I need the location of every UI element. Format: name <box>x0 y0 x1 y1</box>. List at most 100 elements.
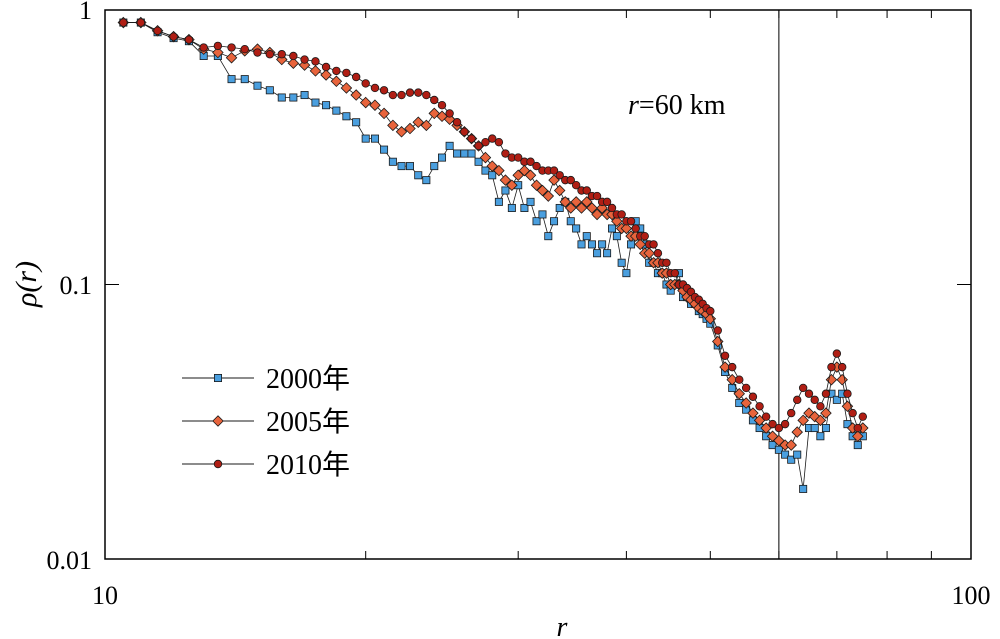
legend: 2000年 2005年 2010年 <box>182 363 350 481</box>
data-point <box>773 434 785 447</box>
data-point <box>350 89 362 101</box>
data-point <box>213 41 223 51</box>
data-point <box>611 215 623 228</box>
data-point <box>564 202 577 214</box>
data-point <box>253 81 262 90</box>
data-point <box>379 86 389 95</box>
data-point <box>761 412 771 421</box>
data-point <box>395 126 408 138</box>
data-point <box>513 153 523 162</box>
data-point <box>332 66 341 76</box>
data-point <box>169 32 178 41</box>
data-point <box>774 423 784 433</box>
data-point <box>741 383 751 393</box>
x-tick-label-10: 10 <box>92 581 118 610</box>
data-point <box>797 414 809 427</box>
data-point <box>460 127 469 136</box>
data-point <box>566 217 575 226</box>
data-point <box>821 389 831 398</box>
data-point <box>212 46 224 59</box>
data-point <box>452 118 462 127</box>
data-point <box>136 18 146 27</box>
data-point <box>814 414 827 427</box>
data-point <box>816 432 825 441</box>
annotation-r60: r=60 km <box>628 90 726 121</box>
legend-label: 2010年 <box>266 449 350 481</box>
data-point <box>582 186 591 195</box>
data-point <box>810 424 819 433</box>
data-point <box>804 389 814 398</box>
data-point <box>240 75 249 84</box>
data-point <box>265 50 275 59</box>
data-point <box>571 181 581 190</box>
data-point <box>330 75 343 88</box>
data-point <box>370 134 379 143</box>
data-point <box>542 190 555 202</box>
data-point <box>422 90 431 100</box>
data-point <box>309 65 322 77</box>
data-point <box>370 83 380 93</box>
data-point <box>787 455 796 464</box>
data-point <box>577 240 586 249</box>
legend-marker <box>212 415 224 427</box>
data-point <box>791 426 803 438</box>
series-1 <box>117 16 869 451</box>
data-point <box>643 247 655 259</box>
data-point <box>582 232 591 241</box>
data-point <box>361 134 370 143</box>
data-point <box>572 224 581 233</box>
data-point <box>536 184 549 197</box>
data-point <box>321 62 331 72</box>
data-point <box>704 313 717 325</box>
data-point <box>622 269 631 278</box>
data-point <box>405 88 415 97</box>
data-point <box>843 389 852 398</box>
data-point <box>827 362 836 372</box>
data-point <box>380 145 389 154</box>
data-point <box>662 258 671 267</box>
data-point <box>474 141 483 151</box>
data-point <box>507 203 516 212</box>
data-point <box>631 224 640 233</box>
data-point <box>810 395 819 405</box>
data-point <box>603 249 612 258</box>
data-point <box>501 149 510 158</box>
data-point <box>555 171 564 180</box>
data-point <box>119 18 128 27</box>
axis-ticks <box>104 9 972 560</box>
data-point <box>735 375 744 384</box>
data-point <box>785 439 797 451</box>
data-point <box>488 171 497 180</box>
data-point <box>555 203 564 212</box>
data-point <box>530 179 543 191</box>
data-point <box>617 210 626 219</box>
data-point <box>755 402 764 411</box>
data-point <box>553 184 566 197</box>
x-axis-label: r <box>557 612 568 639</box>
data-point <box>816 402 825 411</box>
data-point <box>596 202 608 214</box>
data-point <box>602 197 612 207</box>
data-point <box>501 186 510 195</box>
data-point <box>748 392 758 401</box>
data-point <box>808 410 821 423</box>
legend-label: 2005年 <box>266 406 350 438</box>
data-point <box>626 217 636 226</box>
data-point <box>586 202 598 214</box>
data-point <box>787 408 796 418</box>
data-point <box>798 383 808 393</box>
data-point <box>388 157 397 166</box>
data-point <box>414 88 423 97</box>
data-point <box>467 134 476 143</box>
y-tick-label-0.1: 0.1 <box>60 271 93 300</box>
data-point <box>526 197 535 206</box>
data-point <box>332 106 341 115</box>
series-layer <box>117 16 869 493</box>
data-point <box>277 50 286 59</box>
data-point <box>617 258 626 267</box>
data-point <box>320 69 332 81</box>
data-point <box>378 107 390 120</box>
data-point <box>853 423 862 433</box>
data-point <box>532 217 541 226</box>
